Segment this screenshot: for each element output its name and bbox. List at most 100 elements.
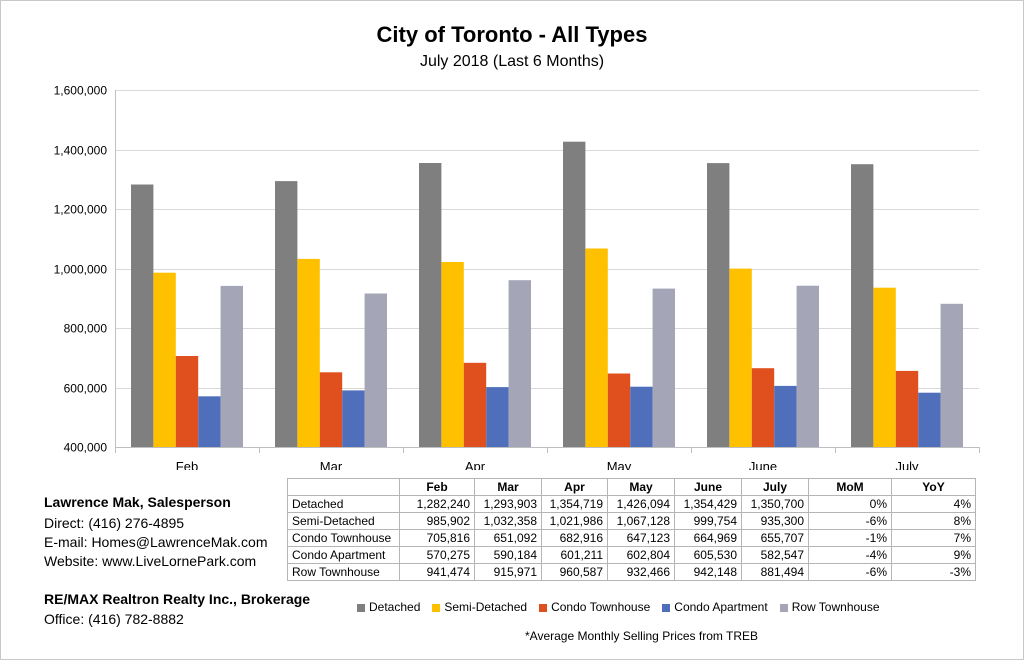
legend-item: Row Townhouse: [779, 600, 880, 614]
legend-item: Detached: [357, 600, 420, 614]
x-tick-label: July: [895, 459, 919, 470]
table-cell: 1,021,986: [541, 512, 608, 530]
legend-swatch: [357, 603, 365, 612]
bar-chart: 400,000 600,000 800,000 1,000,000 1,200,000 1…: [54, 84, 980, 470]
table-cell: 4%: [891, 495, 976, 513]
legend-label: Condo Apartment: [674, 600, 768, 614]
chart-subtitle: July 2018 (Last 6 Months): [419, 53, 605, 70]
data-table: Feb Mar Apr May June July MoM YoY Detach…: [287, 478, 976, 581]
table-cell: 8%: [891, 512, 976, 530]
table-header-cell: Apr: [541, 478, 608, 496]
table-header-cell: YoY: [891, 478, 976, 496]
legend-item: Condo Townhouse: [539, 600, 650, 614]
bar: [463, 362, 487, 447]
bar: [707, 163, 730, 447]
table-cell: 999,754: [674, 512, 742, 530]
bar: [508, 280, 531, 447]
table-row: Condo Apartment 570,275 590,184 601,211 …: [287, 546, 976, 564]
bar: [652, 288, 675, 447]
chart-legend: Detached Semi-Detached Condo Townhouse Cond…: [357, 600, 892, 614]
table-cell: 7%: [891, 529, 976, 547]
legend-item: Condo Apartment: [662, 600, 768, 614]
table-cell: 1,350,700: [741, 495, 809, 513]
table-header-cell: Mar: [474, 478, 542, 496]
table-cell: 590,184: [474, 546, 542, 564]
bar: [607, 373, 631, 447]
table-cell: 915,971: [474, 563, 542, 581]
table-row: Semi-Detached 985,902 1,032,358 1,021,98…: [287, 512, 976, 530]
legend-swatch: [432, 603, 441, 612]
bar: [751, 368, 775, 447]
table-cell: 1,067,128: [607, 512, 675, 530]
table-header-cell: May: [607, 478, 675, 496]
table-cell: Detached: [287, 495, 400, 513]
table-cell: 582,547: [741, 546, 809, 564]
bar: [131, 184, 154, 447]
bar: [729, 268, 752, 447]
legend-swatch: [662, 603, 671, 612]
table-cell: 0%: [808, 495, 892, 513]
bar: [940, 303, 963, 447]
x-tick-label: May: [607, 459, 632, 470]
table-cell: 647,123: [607, 529, 675, 547]
table-cell: 1,354,719: [541, 495, 608, 513]
bar: [220, 285, 243, 447]
agent-website: Website: www.LiveLornePark.com: [44, 553, 257, 569]
bar: [175, 356, 199, 447]
y-tick-label: 1,200,000: [54, 203, 108, 217]
bar: [873, 287, 896, 447]
bar: [319, 372, 343, 447]
table-header-cell: June: [674, 478, 742, 496]
table-cell: 1,354,429: [674, 495, 742, 513]
y-tick-label: 1,400,000: [54, 144, 108, 158]
table-cell: 932,466: [607, 563, 675, 581]
bar: [198, 396, 221, 447]
table-cell: 605,530: [674, 546, 742, 564]
legend-label: Semi-Detached: [444, 600, 528, 614]
legend-swatch: [539, 603, 548, 612]
bar: [585, 248, 608, 447]
bar: [630, 386, 653, 447]
table-cell: 1,282,240: [399, 495, 475, 513]
table-cell: Semi-Detached: [287, 512, 400, 530]
table-cell: 942,148: [674, 563, 742, 581]
table-cell: -4%: [808, 546, 892, 564]
legend-label: Detached: [369, 600, 421, 614]
bar: [895, 370, 919, 447]
bar: [153, 272, 176, 447]
table-cell: 655,707: [741, 529, 809, 547]
bar: [774, 385, 797, 447]
bar: [851, 164, 874, 447]
table-cell: 985,902: [399, 512, 475, 530]
table-cell: 570,275: [399, 546, 475, 564]
table-header-row: Feb Mar Apr May June July MoM YoY: [287, 478, 976, 496]
x-tick-label: Feb: [176, 459, 198, 470]
footnote: *Average Monthly Selling Prices from TRE…: [525, 629, 758, 643]
bar: [796, 285, 819, 447]
table-cell: 705,816: [399, 529, 475, 547]
legend-swatch: [779, 603, 788, 612]
table-header-cell: Feb: [399, 478, 475, 496]
bar: [918, 392, 941, 447]
table-cell: 9%: [891, 546, 976, 564]
x-tick-label: Mar: [320, 459, 343, 470]
agent-email: E-mail: Homes@LawrenceMak.com: [44, 534, 268, 550]
office-phone: Office: (416) 782-8882: [44, 611, 184, 627]
table-cell: -3%: [891, 563, 976, 581]
table-cell: 881,494: [741, 563, 809, 581]
y-tick-label: 800,000: [64, 322, 108, 336]
bar: [419, 163, 442, 447]
y-tick-label: 600,000: [64, 382, 108, 396]
table-row: Condo Townhouse 705,816 651,092 682,916 …: [287, 529, 976, 547]
bar: [364, 293, 387, 447]
x-tick-label: Apr: [465, 459, 486, 470]
table-cell: 664,969: [674, 529, 742, 547]
table-cell: 682,916: [541, 529, 608, 547]
agent-name: Lawrence Mak, Salesperson: [44, 494, 231, 510]
chart-title: City of Toronto - All Types: [376, 22, 648, 47]
table-cell: Condo Apartment: [287, 546, 400, 564]
table-cell: -6%: [808, 512, 892, 530]
table-cell: 1,293,903: [474, 495, 542, 513]
legend-label: Condo Townhouse: [551, 600, 651, 614]
table-cell: 935,300: [741, 512, 809, 530]
